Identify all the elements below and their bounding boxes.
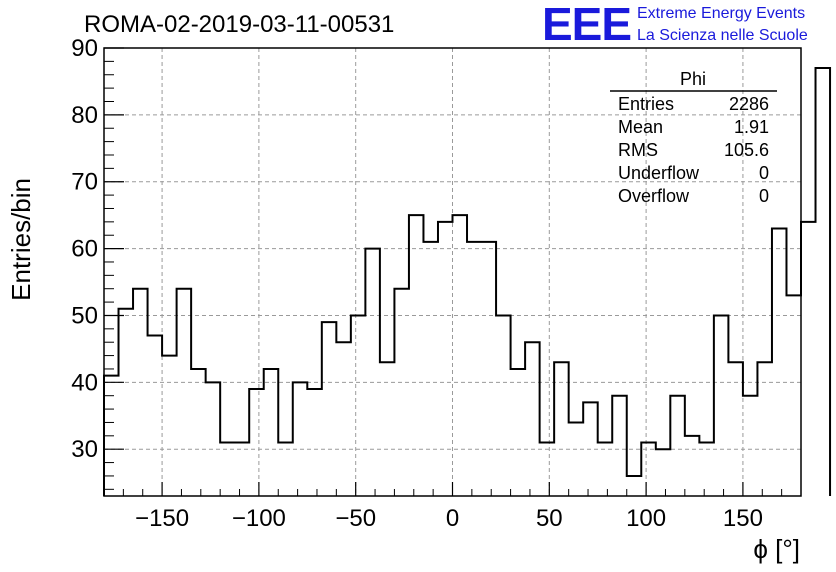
histogram-series xyxy=(103,67,832,496)
histogram-bin xyxy=(685,436,700,496)
histogram-bin xyxy=(467,242,482,496)
histogram-bin xyxy=(322,322,337,496)
histogram-bin xyxy=(336,342,351,496)
y-tick-label: 30 xyxy=(71,436,98,463)
histogram-bin xyxy=(438,222,453,496)
stats-box-title: Phi xyxy=(680,69,706,89)
stats-row-value: 105.6 xyxy=(724,140,769,160)
histogram-bin xyxy=(525,342,540,496)
stats-box: Phi Entries 2286 Mean 1.91 RMS 105.6 Underflow… xyxy=(610,69,777,206)
stats-row-label: RMS xyxy=(618,140,658,160)
histogram-bin xyxy=(249,389,264,496)
histogram-bin xyxy=(801,222,816,496)
x-tick-label: −100 xyxy=(232,505,286,532)
y-tick-label: 70 xyxy=(71,169,98,196)
histogram-bin xyxy=(496,315,511,496)
histogram-bin xyxy=(177,289,192,496)
y-tick-label: 60 xyxy=(71,236,98,263)
eee-logo-mark: EEE xyxy=(542,0,631,50)
eee-logo-line2: La Scienza nelle Scuole xyxy=(637,27,808,44)
histogram-bin xyxy=(627,476,642,496)
histogram-bin xyxy=(699,443,714,496)
stats-row-label: Underflow xyxy=(618,163,700,183)
grid xyxy=(104,48,801,496)
histogram-outline xyxy=(103,67,832,496)
histogram-bin xyxy=(569,422,584,496)
histogram-bin xyxy=(743,396,758,496)
x-tick-label: 150 xyxy=(723,505,763,532)
histogram-bin xyxy=(409,215,424,496)
stats-row-label: Overflow xyxy=(618,186,690,206)
histogram-bin xyxy=(816,68,831,496)
histogram-bin xyxy=(453,215,468,496)
histogram-bin xyxy=(772,229,787,496)
histogram-bin xyxy=(656,449,671,496)
histogram-bin xyxy=(278,443,293,496)
y-axis-label: Entries/bin xyxy=(6,178,36,301)
stats-box-rows: Entries 2286 Mean 1.91 RMS 105.6 Underflow 0 Ove… xyxy=(618,94,769,206)
histogram-bin xyxy=(612,396,627,496)
x-axis-label: ϕ [°] xyxy=(753,534,800,564)
histogram-bin xyxy=(598,443,613,496)
chart-title: ROMA-02-2019-03-11-00531 xyxy=(84,11,394,38)
histogram-bin xyxy=(786,295,801,496)
stats-row-value: 0 xyxy=(759,186,769,206)
histogram-bin xyxy=(641,443,656,496)
histogram-bin xyxy=(220,443,235,496)
axis-ticks xyxy=(104,47,783,496)
histogram-bin xyxy=(482,242,497,496)
histogram-bin xyxy=(351,315,366,496)
histogram-bin xyxy=(119,309,134,496)
histogram-bin xyxy=(264,369,279,496)
stats-row-value: 1.91 xyxy=(734,117,769,137)
x-tick-label: −50 xyxy=(335,505,376,532)
y-tick-label: 80 xyxy=(71,102,98,129)
x-tick-label: 50 xyxy=(536,505,563,532)
eee-logo: EEE Extreme Energy Events La Scienza nel… xyxy=(542,0,808,50)
x-tick-label: 0 xyxy=(446,505,459,532)
stats-row-value: 0 xyxy=(759,163,769,183)
histogram-bin xyxy=(394,289,409,496)
stats-row-label: Entries xyxy=(618,94,674,114)
y-tick-label: 40 xyxy=(71,369,98,396)
histogram-bin xyxy=(714,315,729,496)
y-tick-label: 90 xyxy=(71,35,98,62)
histogram-bin xyxy=(235,443,250,496)
histogram-bin xyxy=(293,382,308,496)
y-tick-label: 50 xyxy=(71,302,98,329)
eee-logo-line1: Extreme Energy Events xyxy=(637,5,805,22)
histogram-bin xyxy=(511,369,526,496)
histogram-bin xyxy=(540,443,555,496)
tick-labels: −150 −100 −50 0 50 100 150 30 40 50 60 70 80 90 xyxy=(71,35,763,532)
histogram-bin xyxy=(365,249,380,496)
histogram-bin xyxy=(148,336,163,496)
x-tick-label: 100 xyxy=(626,505,666,532)
histogram-bin xyxy=(133,289,148,496)
stats-row-label: Mean xyxy=(618,117,663,137)
x-tick-label: −150 xyxy=(135,505,189,532)
histogram-bin xyxy=(191,369,206,496)
histogram-bin xyxy=(162,356,177,496)
histogram-bin xyxy=(423,242,438,496)
histogram-bin xyxy=(307,389,322,496)
stats-row-value: 2286 xyxy=(729,94,769,114)
histogram-bin xyxy=(206,382,221,496)
histogram-bin xyxy=(670,396,685,496)
